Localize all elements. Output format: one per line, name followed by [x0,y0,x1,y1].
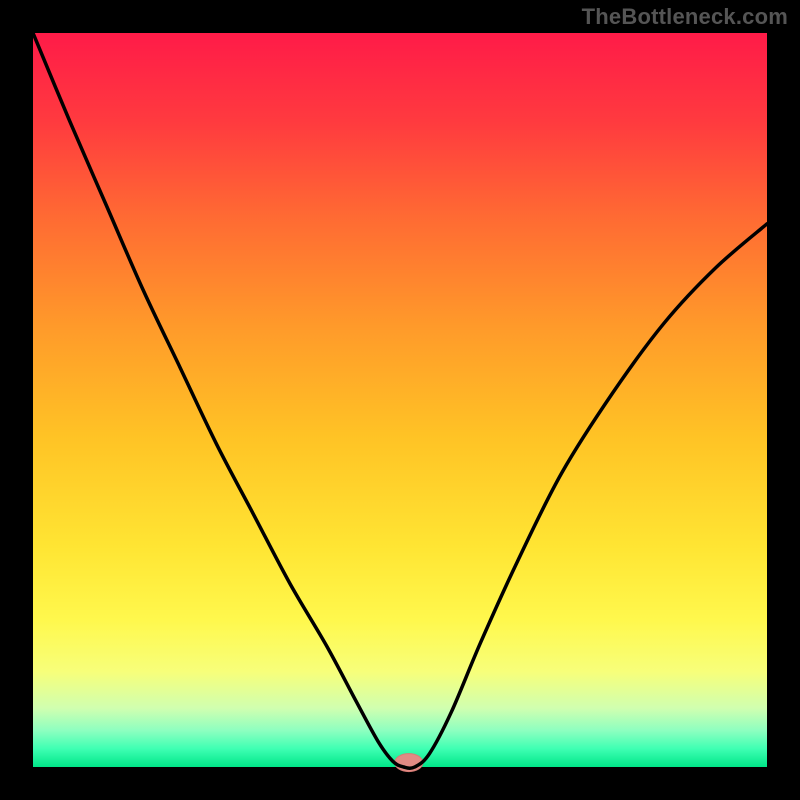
plot-background [33,33,767,767]
bottleneck-chart [0,0,800,800]
watermark-text: TheBottleneck.com [582,4,788,30]
